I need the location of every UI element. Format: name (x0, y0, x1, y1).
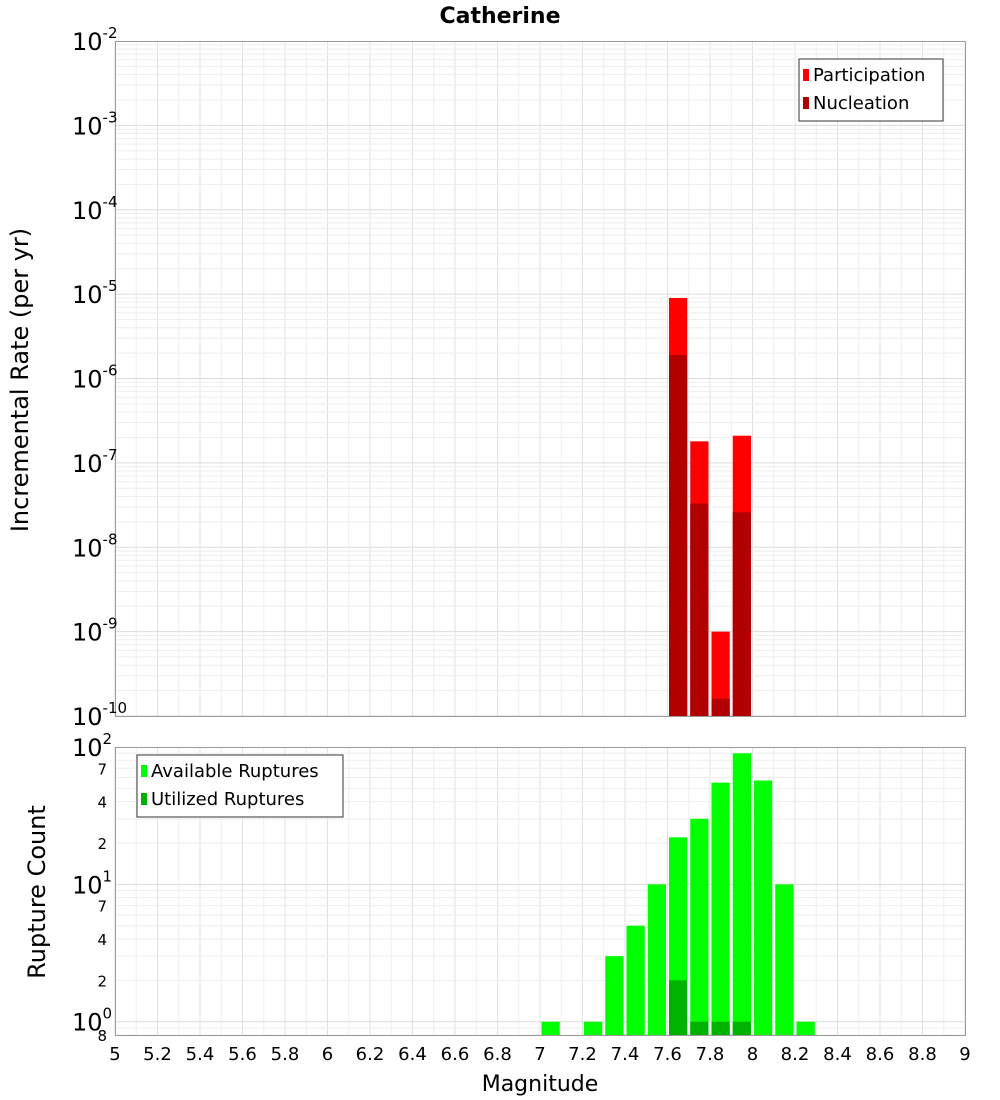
y-minor-tick-label: 7 (97, 898, 107, 916)
y-tick-label: 10-3 (72, 108, 118, 140)
x-tick-label: 7.8 (696, 1044, 725, 1065)
x-tick-label: 6.6 (441, 1044, 470, 1065)
x-tick-label: 8 (747, 1044, 758, 1065)
x-tick-label: 9 (959, 1044, 970, 1065)
rate-legend: Participation Nucleation (798, 58, 944, 122)
y-tick-label: 100 (72, 1005, 112, 1037)
bar-utilized-ruptures (732, 1021, 751, 1035)
bar-available-ruptures (605, 956, 624, 1035)
x-tick-label: 7.2 (568, 1044, 597, 1065)
y-tick-label: 10-6 (72, 362, 118, 394)
bar-nucleation (732, 512, 751, 716)
x-tick-label: 6 (322, 1044, 333, 1065)
count-y-ticks: 102 101 100 7 4 2 7 4 2 8 (72, 730, 112, 1045)
y-minor-tick-label: 7 (97, 760, 107, 778)
rate-bars (669, 297, 751, 716)
count-bars (541, 753, 815, 1035)
legend-box (136, 754, 344, 818)
chart-title: Catherine (439, 4, 560, 29)
y-tick-label: 10-9 (72, 615, 118, 647)
y-tick-label: 10-8 (72, 530, 118, 562)
y-minor-tick-label: 2 (97, 972, 107, 990)
rate-gridlines (114, 41, 966, 717)
x-tick-label: 8.6 (866, 1044, 895, 1065)
bar-available-ruptures (732, 753, 751, 1035)
x-tick-label: 8.2 (781, 1044, 810, 1065)
y-tick-label: 10-4 (72, 193, 118, 225)
y-tick-label: 10-2 (72, 24, 118, 56)
x-tick-label: 6.8 (483, 1044, 512, 1065)
legend-label: Available Ruptures (151, 761, 319, 782)
rate-y-axis-label: Incremental Rate (per yr) (6, 228, 34, 532)
bar-participation (711, 631, 730, 716)
rate-plot-frame (115, 41, 966, 717)
x-tick-label: 7.4 (611, 1044, 640, 1065)
bar-available-ruptures (584, 1021, 603, 1035)
legend-box (798, 58, 944, 122)
legend-label: Participation (813, 65, 925, 86)
legend-swatch (141, 793, 147, 805)
bar-nucleation (669, 354, 688, 716)
x-tick-label: 5.6 (228, 1044, 257, 1065)
bar-available-ruptures (711, 782, 730, 1035)
bar-nucleation (690, 503, 709, 716)
x-tick-label: 5.4 (186, 1044, 215, 1065)
x-tick-label: 8.4 (823, 1044, 852, 1065)
y-tick-label: 10-7 (72, 446, 118, 478)
x-axis-label: Magnitude (482, 1072, 599, 1097)
x-tick-label: 7 (534, 1044, 545, 1065)
x-tick-label: 8.8 (908, 1044, 937, 1065)
y-tick-label: 101 (72, 867, 112, 899)
x-tick-label: 7.6 (653, 1044, 682, 1065)
legend-label: Nucleation (813, 93, 909, 114)
count-panel: 102 101 100 7 4 2 7 4 2 8 Rupture Count Available… (23, 730, 971, 1097)
rate-y-ticks: 10-2 10-3 10-4 10-5 10-6 10-7 10-8 10-9 10-10 (72, 24, 127, 731)
bar-available-ruptures (690, 818, 709, 1035)
legend-label: Utilized Ruptures (151, 789, 304, 810)
y-tick-label: 10-5 (72, 277, 118, 309)
bar-available-ruptures (647, 884, 666, 1035)
count-legend: Available Ruptures Utilized Ruptures (136, 754, 344, 818)
bar-available-ruptures (796, 1021, 815, 1035)
y-minor-tick-label: 4 (97, 931, 107, 949)
bar-available-ruptures (754, 780, 773, 1035)
bar-utilized-ruptures (690, 1021, 709, 1035)
x-tick-label: 6.4 (398, 1044, 427, 1065)
bar-available-ruptures (541, 1021, 560, 1035)
y-tick-label: 10-10 (72, 699, 127, 731)
count-plot-frame (115, 747, 966, 1036)
x-tick-label: 5.2 (143, 1044, 172, 1065)
x-tick-label: 5 (109, 1044, 120, 1065)
y-minor-tick-label: 4 (97, 794, 107, 812)
x-tick-label: 6.2 (356, 1044, 385, 1065)
legend-swatch (803, 97, 809, 109)
bar-nucleation (711, 698, 730, 716)
rate-panel: 10-2 10-3 10-4 10-5 10-6 10-7 10-8 10-9 10-10 In… (6, 24, 966, 731)
bar-available-ruptures (626, 925, 645, 1035)
count-y-axis-label: Rupture Count (23, 805, 51, 979)
y-minor-tick-label: 8 (97, 1027, 107, 1045)
bar-available-ruptures (775, 884, 794, 1035)
y-minor-tick-label: 2 (97, 835, 107, 853)
bar-utilized-ruptures (711, 1021, 730, 1035)
x-ticks: 5 5.2 5.4 5.6 5.8 6 6.2 6.4 6.6 6.8 7 7.2 7.4 7.6 7.8 8… (109, 1044, 970, 1065)
x-tick-label: 5.8 (271, 1044, 300, 1065)
bar-utilized-ruptures (669, 980, 688, 1035)
y-tick-label: 102 (72, 730, 112, 762)
legend-swatch (141, 765, 147, 777)
legend-swatch (803, 69, 809, 81)
